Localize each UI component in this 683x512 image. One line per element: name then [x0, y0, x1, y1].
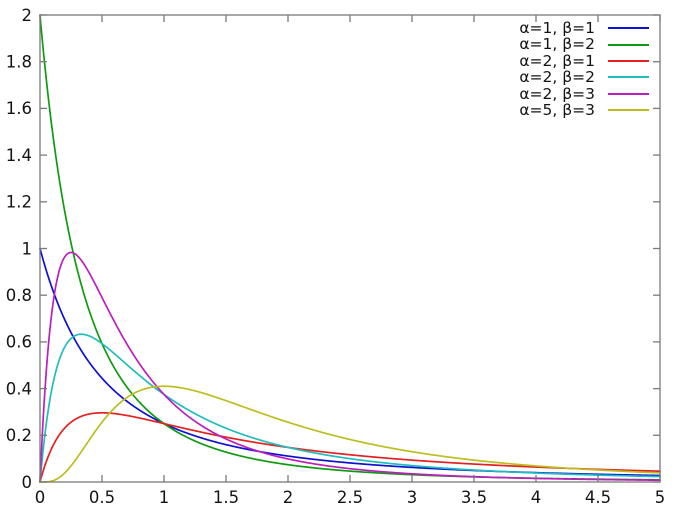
y-tick-label: 1.4: [6, 146, 32, 165]
legend-label: α=1, β=2: [519, 35, 595, 54]
x-tick-label: 4: [531, 488, 542, 507]
legend-line-swatch: [608, 109, 649, 112]
curves-group: [39, 14, 661, 483]
y-tick-label: 1.6: [6, 99, 32, 118]
curve--2-2: [39, 333, 661, 483]
legend-label: α=2, β=3: [519, 84, 595, 103]
x-tick-label: 1.5: [213, 488, 239, 507]
y-tick-label: 0.4: [6, 379, 32, 398]
legend-label: α=5, β=3: [519, 100, 595, 119]
x-tick-label: 3.5: [461, 488, 487, 507]
curve--5-3: [39, 385, 661, 483]
legend-label: α=1, β=1: [519, 19, 595, 37]
legend: α=1, β=1 α=1, β=2 α=2, β=1 α=2, β=2 α=2, β=3…: [519, 20, 649, 118]
y-tick-label: 2: [22, 6, 33, 25]
x-tick-label: 0: [35, 488, 46, 507]
legend-line-swatch: [608, 59, 649, 62]
y-tick-label: 0.8: [6, 286, 32, 305]
x-tick-label: 1: [159, 488, 170, 507]
tick-labels: 0 0.5 1 1.5 2 2.5 3 3.5 4 4.5 5 0 0.2 0.4 0.6 0.8 1 1.2 1.…: [6, 6, 666, 507]
legend-item: α=2, β=2: [519, 68, 649, 87]
y-tick-label: 1: [22, 239, 33, 258]
legend-item: α=1, β=1: [519, 20, 649, 36]
y-tick-label: 0.2: [6, 426, 32, 445]
x-tick-label: 3: [407, 488, 418, 507]
y-tick-label: 1.2: [6, 193, 32, 212]
x-tick-label: 5: [655, 488, 666, 507]
y-tick-label: 1.8: [6, 52, 32, 71]
legend-line-swatch: [608, 27, 649, 30]
tick-marks: [39, 14, 661, 483]
legend-line-swatch: [608, 43, 649, 46]
x-tick-label: 2: [283, 488, 294, 507]
legend-line-swatch: [608, 76, 649, 79]
x-tick-label: 2.5: [337, 488, 363, 507]
legend-item: α=5, β=3: [519, 102, 649, 118]
y-tick-label: 0: [22, 473, 33, 492]
x-tick-label: 0.5: [89, 488, 115, 507]
legend-label: α=2, β=2: [519, 68, 595, 87]
curve--2-3: [39, 251, 661, 483]
legend-item: α=2, β=3: [519, 84, 649, 103]
legend-label: α=2, β=1: [519, 51, 595, 70]
x-tick-label: 4.5: [585, 488, 611, 507]
curve--1-1: [39, 247, 661, 477]
legend-item: α=2, β=1: [519, 51, 649, 70]
legend-item: α=1, β=2: [519, 35, 649, 54]
y-tick-label: 0.6: [6, 333, 32, 352]
legend-line-swatch: [608, 92, 649, 95]
